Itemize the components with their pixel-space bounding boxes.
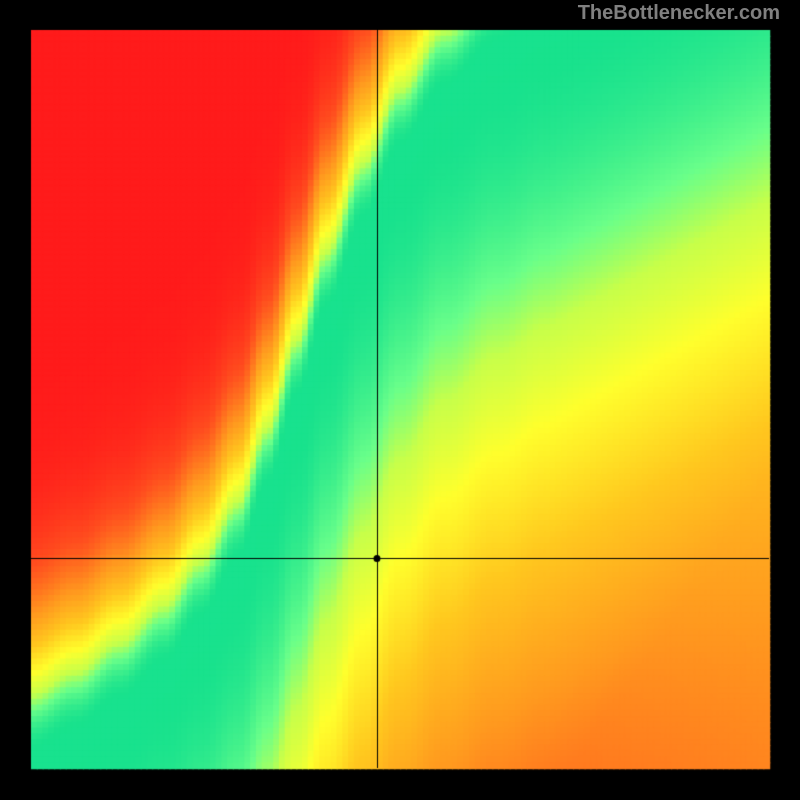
bottleneck-heatmap bbox=[0, 0, 800, 800]
chart-container: TheBottlenecker.com bbox=[0, 0, 800, 800]
watermark-label: TheBottlenecker.com bbox=[578, 2, 780, 25]
